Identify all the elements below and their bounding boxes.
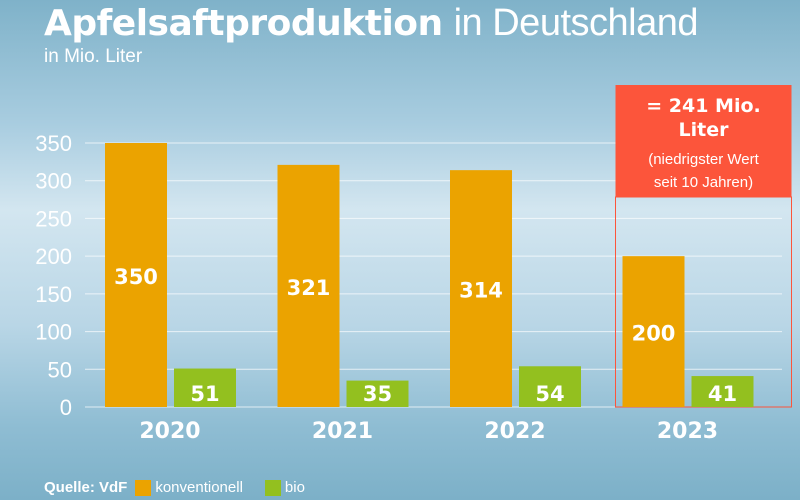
- annotation-unit: Liter: [679, 119, 730, 141]
- annotation-value: = 241 Mio.: [646, 95, 761, 117]
- y-tick-label: 150: [35, 282, 72, 307]
- data-label-bio-2021: 35: [363, 382, 392, 406]
- bar-konventionell-2021: [277, 164, 340, 407]
- chart-subtitle: in Mio. Liter: [44, 46, 143, 67]
- bar-konventionell-2022: [450, 170, 512, 407]
- title-rest: in Deutschland: [453, 2, 699, 44]
- y-tick-label: 0: [60, 395, 72, 420]
- legend-swatch-konventionell: [135, 479, 152, 496]
- title-bold: Apfelsaftproduktion: [44, 3, 443, 44]
- bar-konventionell-2020: [105, 143, 167, 407]
- legend: Quelle: VdF konventionell bio: [44, 479, 305, 496]
- data-label-konventionell-2022: 314: [459, 279, 503, 303]
- x-tick-label: 2020: [139, 419, 200, 444]
- data-label-konventionell-2020: 350: [114, 265, 158, 289]
- data-label-bio-2023: 41: [708, 382, 737, 406]
- data-label-bio-2020: 51: [190, 382, 219, 406]
- annotation-note-1: (niedrigster Wert: [648, 151, 759, 168]
- data-label-konventionell-2021: 321: [287, 276, 331, 300]
- x-tick-label: 2021: [312, 419, 373, 444]
- legend-label-konventionell: konventionell: [155, 479, 243, 496]
- source-label: Quelle: VdF: [44, 479, 128, 496]
- data-label-konventionell-2023: 200: [632, 322, 676, 346]
- data-label-bio-2022: 54: [535, 382, 564, 406]
- legend-label-bio: bio: [284, 479, 305, 496]
- chart-title: Apfelsaftproduktion in Deutschland: [44, 2, 699, 45]
- y-tick-label: 200: [35, 244, 72, 269]
- y-tick-label: 100: [35, 320, 72, 345]
- bar-bio-2023: [691, 376, 754, 407]
- annotation-box: [615, 85, 792, 197]
- bar-konventionell-2023: [622, 256, 685, 407]
- x-tick-label: 2022: [484, 419, 545, 444]
- bar-bio-2020: [174, 368, 236, 407]
- x-tick-label: 2023: [657, 419, 718, 444]
- bar-bio-2022: [519, 366, 581, 407]
- legend-swatch-bio: [264, 479, 281, 496]
- y-tick-label: 50: [48, 357, 72, 382]
- y-tick-label: 250: [35, 206, 72, 231]
- annotation-note-2: seit 10 Jahren): [654, 174, 753, 191]
- y-tick-label: 300: [35, 169, 72, 194]
- bar-bio-2021: [346, 380, 409, 407]
- y-tick-label: 350: [35, 131, 72, 156]
